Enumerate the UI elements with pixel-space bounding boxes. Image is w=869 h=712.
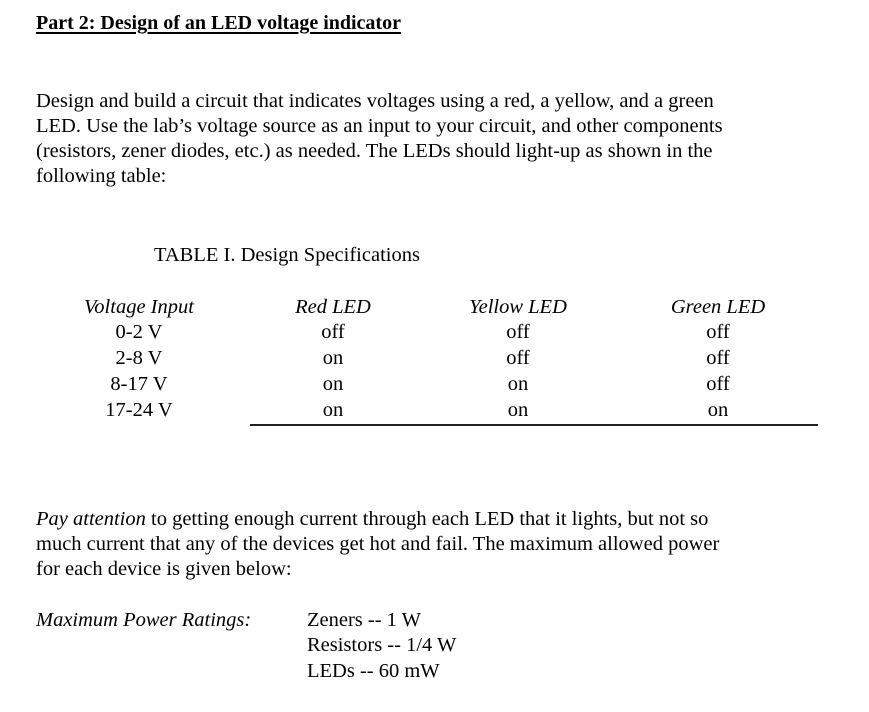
intro-line: following table:	[36, 165, 167, 187]
table-cell: on	[707, 399, 729, 421]
table-cell: 0-2 V	[115, 321, 163, 343]
table-header: Yellow LED	[469, 296, 567, 318]
table-cell: 2-8 V	[115, 347, 163, 369]
attention-line: much current that any of the devices get…	[36, 533, 720, 555]
table-header: Green LED	[670, 296, 766, 318]
table-cell: off	[706, 321, 730, 343]
attention-line: Pay attention to getting enough current …	[36, 509, 708, 530]
table-cell: off	[706, 373, 730, 395]
table-cell: on	[507, 373, 529, 395]
attention-text: to getting enough current through each L…	[145, 508, 709, 530]
table-cell: off	[506, 321, 530, 343]
table-cell: off	[706, 347, 730, 369]
table-cell: on	[322, 373, 344, 395]
ratings-label: Maximum Power Ratings:	[36, 609, 252, 631]
intro-line: LED. Use the lab’s voltage source as an …	[36, 115, 723, 137]
table-cell: 17-24 V	[105, 399, 173, 421]
rating-item: LEDs -- 60 mW	[307, 660, 440, 682]
intro-line: Design and build a circuit that indicate…	[36, 90, 714, 112]
table-rule	[250, 424, 818, 426]
table-cell: 8-17 V	[110, 373, 168, 395]
table-cell: off	[321, 321, 345, 343]
table-cell: on	[507, 399, 529, 421]
table-cell: on	[322, 399, 344, 421]
rating-item: Resistors -- 1/4 W	[307, 634, 457, 656]
table-caption: TABLE I. Design Specifications	[154, 244, 420, 266]
section-title: Part 2: Design of an LED voltage indicat…	[36, 12, 401, 34]
table-cell: on	[322, 347, 344, 369]
table-header: Voltage Input	[84, 296, 194, 318]
table-cell: off	[506, 347, 530, 369]
table-header: Red LED	[295, 296, 371, 318]
intro-line: (resistors, zener diodes, etc.) as neede…	[36, 140, 713, 162]
attention-line: for each device is given below:	[36, 558, 292, 580]
attention-emphasis: Pay attention	[36, 508, 146, 530]
rating-item: Zeners -- 1 W	[307, 609, 422, 631]
